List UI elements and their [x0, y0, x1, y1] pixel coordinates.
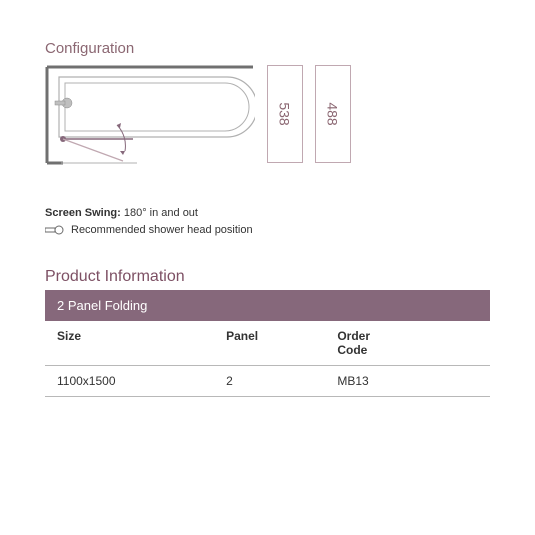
screen-swing-value: 180° in and out — [124, 207, 198, 219]
product-info-section: Product Information 2 Panel Folding Size… — [45, 268, 490, 397]
col-panel: Panel — [214, 321, 325, 366]
panel-1-label: 538 — [277, 102, 293, 125]
cell-order: MB13 — [325, 366, 490, 397]
configuration-section: Configuration — [45, 40, 490, 165]
shower-head-icon — [45, 225, 65, 235]
panel-2: 488 — [315, 65, 351, 163]
configuration-diagram — [45, 65, 255, 165]
panel-2-label: 488 — [325, 102, 341, 125]
col-size: Size — [45, 321, 214, 366]
shower-head-text: Recommended shower head position — [71, 222, 253, 239]
panel-1: 538 — [267, 65, 303, 163]
product-info-title: Product Information — [45, 268, 490, 286]
table-header-row: Size Panel OrderCode — [45, 321, 490, 366]
shower-head-note: Recommended shower head position — [45, 222, 490, 239]
diagram-row: 538 488 — [45, 65, 490, 165]
configuration-title: Configuration — [45, 40, 490, 57]
product-table: Size Panel OrderCode 1100x1500 2 MB13 — [45, 321, 490, 397]
screen-swing-label: Screen Swing: — [45, 207, 121, 219]
col-order: OrderCode — [325, 321, 490, 366]
product-band: 2 Panel Folding — [45, 290, 490, 321]
table-row: 1100x1500 2 MB13 — [45, 366, 490, 397]
notes-section: Screen Swing: 180° in and out Recommende… — [45, 205, 490, 238]
cell-size: 1100x1500 — [45, 366, 214, 397]
cell-panel: 2 — [214, 366, 325, 397]
screen-swing-note: Screen Swing: 180° in and out — [45, 205, 490, 222]
